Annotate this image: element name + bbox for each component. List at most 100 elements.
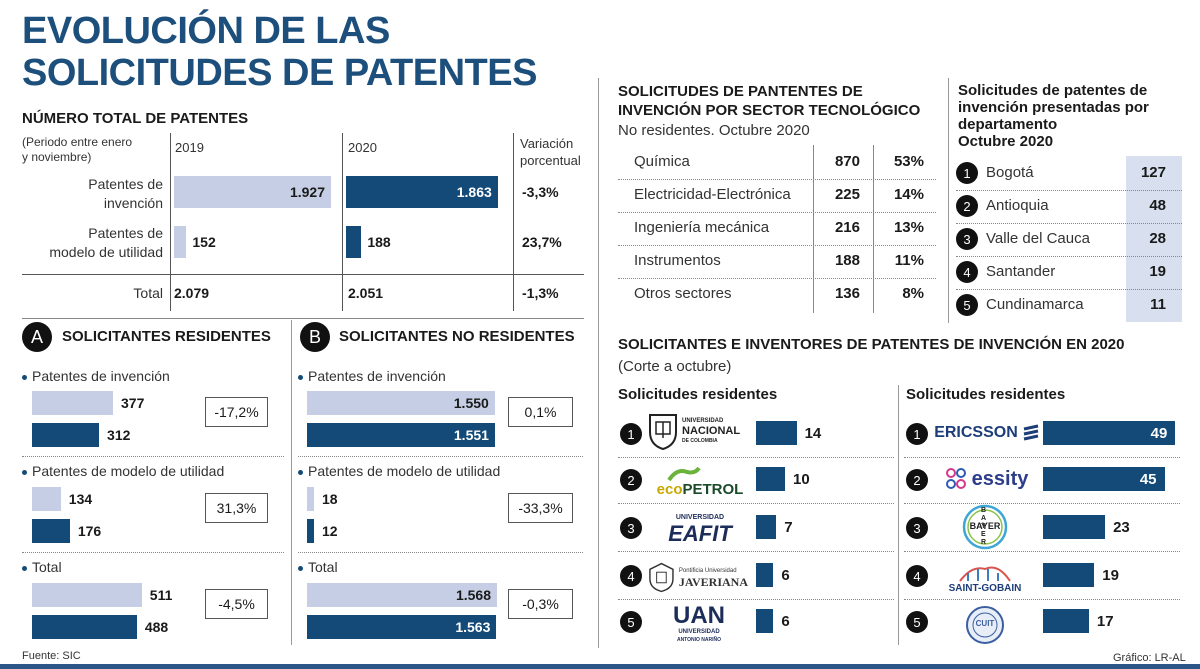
- depto-name: Santander: [986, 263, 1056, 280]
- row-divider: [618, 503, 894, 504]
- value-label: 511: [149, 587, 173, 603]
- right-heading: Solicitudes residentes: [906, 386, 1066, 403]
- rank-badge: 1: [956, 162, 978, 184]
- depto-value: 28: [1149, 230, 1166, 247]
- sector-value: 225: [834, 186, 860, 203]
- ericsson-mark-icon: [1023, 424, 1039, 441]
- value-label: 377: [121, 395, 145, 411]
- category-label: Patentes de invención: [88, 176, 163, 211]
- row-divider: [618, 179, 936, 180]
- resA-group-label: Patentes de invención: [22, 368, 170, 384]
- sector-value: 870: [834, 153, 860, 170]
- value-label: 1.551: [453, 427, 489, 443]
- variation-box: 0,1%: [508, 397, 573, 427]
- depto-value: 19: [1149, 263, 1166, 280]
- bar-2019: [32, 487, 61, 511]
- resA-heading: SOLICITANTES RESIDENTES: [62, 328, 271, 345]
- divider: [22, 274, 584, 275]
- divider: [22, 456, 284, 457]
- rank-badge: 3: [956, 228, 978, 250]
- variation-label: -3,3%: [522, 184, 559, 200]
- bar: [756, 421, 797, 445]
- title-line-2: SOLICITUDES DE PATENTES: [22, 52, 537, 94]
- sector-pct: 8%: [902, 285, 924, 302]
- sector-name: Instrumentos: [634, 252, 721, 269]
- depto-value: 127: [1140, 164, 1166, 181]
- value-label: 45: [1139, 471, 1157, 488]
- bayer-logo: BAYER BAYER: [960, 504, 1010, 550]
- resB-group-label: Patentes de invención: [298, 368, 446, 384]
- building-icon: [959, 566, 1011, 582]
- divider: [170, 133, 171, 311]
- row-divider: [904, 599, 1180, 600]
- depto-heading: Solicitudes de patentes de invención pre…: [958, 82, 1149, 150]
- ecopetrol-logo: ecoPETROL: [655, 464, 745, 500]
- sector-pct: 13%: [893, 219, 924, 236]
- bar: [1043, 515, 1106, 539]
- rank-badge: 4: [956, 261, 978, 283]
- essity-logo: essity: [940, 462, 1032, 496]
- value-label: 17: [1096, 613, 1114, 630]
- row-divider: [904, 551, 1180, 552]
- depto-name: Cundinamarca: [986, 296, 1084, 313]
- divider: [298, 456, 583, 457]
- col-variation: Variación porcentual: [520, 136, 581, 168]
- value-label: 6: [781, 567, 790, 584]
- variation-box: -4,5%: [205, 589, 268, 619]
- bar-2020: [32, 423, 100, 447]
- category-label: Patentes de modelo de utilidad: [49, 225, 163, 260]
- rank-badge: 2: [620, 469, 642, 491]
- footer-bar: [0, 664, 1200, 669]
- bayer-cross-icon: [962, 504, 1008, 550]
- sector-value: 188: [834, 252, 860, 269]
- badge-a: A: [22, 322, 52, 352]
- inventores-heading: SOLICITANTES E INVENTORES DE PATENTES DE…: [618, 336, 1125, 353]
- value-label: 1.927: [289, 184, 325, 200]
- value-label: 152: [192, 234, 216, 250]
- bar: [1043, 421, 1176, 445]
- rank-badge: 3: [906, 517, 928, 539]
- bar-2020: [346, 176, 498, 208]
- bar-2020: [307, 423, 495, 447]
- rank-badge: 2: [906, 469, 928, 491]
- sector-pct: 11%: [894, 252, 924, 269]
- rank-badge: 5: [620, 611, 642, 633]
- credit: Gráfico: LR-AL: [1113, 652, 1186, 664]
- value-label: 7: [784, 519, 793, 536]
- unal-logo: UNIVERSIDAD NACIONAL DE COLOMBIA: [648, 410, 748, 452]
- resA-group-label: Total: [22, 559, 62, 575]
- sector-name: Química: [634, 153, 690, 170]
- essity-mark-icon: [945, 468, 966, 489]
- variation-box: -33,3%: [508, 493, 573, 523]
- variation-box: 31,3%: [205, 493, 268, 523]
- rank-badge: 5: [906, 611, 928, 633]
- bar: [1043, 609, 1089, 633]
- bar-2020: [32, 615, 137, 639]
- row-divider: [618, 457, 894, 458]
- saint-gobain-logo: SAINT-GOBAIN: [940, 558, 1030, 596]
- divider: [513, 133, 514, 311]
- sector-sub: No residentes. Octubre 2020: [618, 122, 810, 139]
- bar-2020: [307, 519, 314, 543]
- bar-2019: [307, 391, 495, 415]
- depto-highlight: [1126, 156, 1182, 322]
- iguana-icon: [667, 466, 701, 482]
- rank-badge: 1: [906, 423, 928, 445]
- sector-heading: SOLICITUDES DE PANTENTES DE INVENCIÓN PO…: [618, 83, 921, 119]
- crest-icon: [649, 562, 674, 593]
- rank-badge: 4: [906, 565, 928, 587]
- page-title: EVOLUCIÓN DE LAS SOLICITUDES DE PATENTES: [22, 10, 622, 94]
- row-divider: [618, 278, 936, 279]
- value-label: 1.568: [455, 587, 491, 603]
- divider: [598, 78, 599, 648]
- resB-group-label: Total: [298, 559, 338, 575]
- divider: [813, 145, 814, 313]
- bar-2020: [307, 615, 497, 639]
- rank-badge: 5: [956, 294, 978, 316]
- period-note: (Periodo entre enero y noviembre): [22, 135, 133, 164]
- bar-2020: [32, 519, 70, 543]
- bar: [756, 467, 785, 491]
- sector-value: 216: [834, 219, 860, 236]
- cuit-logo: CUIT: [962, 605, 1008, 645]
- row-divider: [618, 245, 936, 246]
